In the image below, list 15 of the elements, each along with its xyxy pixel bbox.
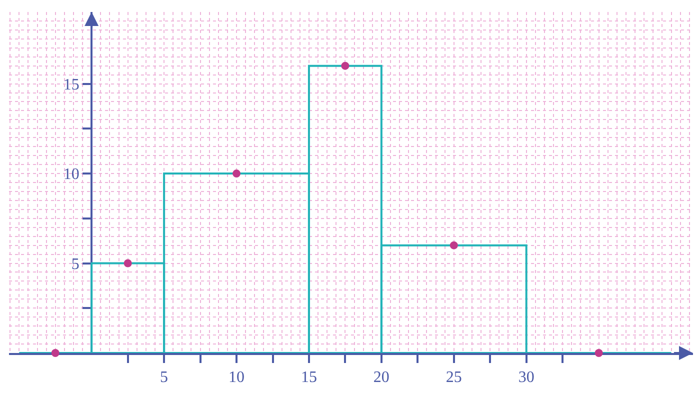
x-tick-label: 15 bbox=[300, 369, 317, 386]
x-tick-label: 20 bbox=[373, 369, 390, 386]
point bbox=[450, 241, 458, 250]
point bbox=[594, 349, 603, 357]
y-tick-label: 10 bbox=[63, 166, 80, 184]
point bbox=[51, 349, 60, 357]
y-tick-label: 5 bbox=[71, 256, 80, 273]
x-tick-label: 5 bbox=[160, 369, 168, 386]
point bbox=[232, 170, 241, 178]
point bbox=[124, 259, 132, 268]
x-tick-label: 30 bbox=[518, 369, 534, 386]
point bbox=[341, 62, 350, 70]
y-tick-label: 15 bbox=[63, 76, 80, 94]
x-tick-label: 25 bbox=[446, 369, 462, 386]
x-tick-label: 10 bbox=[228, 369, 245, 386]
